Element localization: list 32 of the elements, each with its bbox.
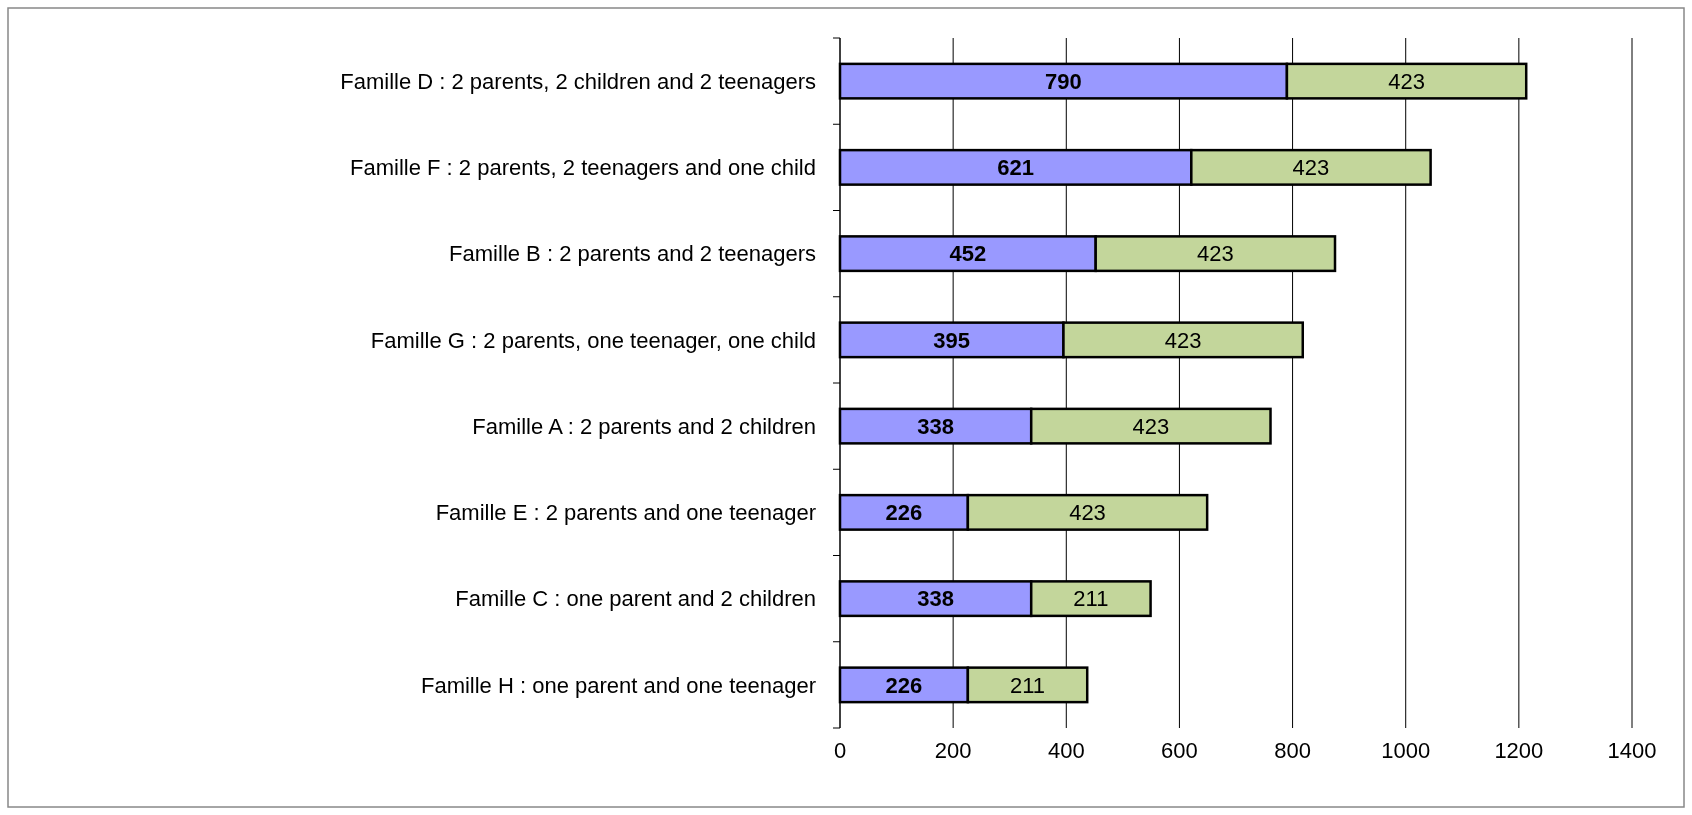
y-tick-label: Famille A : 2 parents and 2 children bbox=[472, 413, 816, 439]
data-label: 423 bbox=[1069, 500, 1106, 526]
data-label: 395 bbox=[933, 327, 971, 353]
data-label: 226 bbox=[885, 500, 923, 526]
x-tick-label: 1400 bbox=[1607, 738, 1657, 763]
data-label: 452 bbox=[949, 241, 987, 267]
x-tick-label: 1200 bbox=[1494, 738, 1544, 763]
y-tick-label: Famille F : 2 parents, 2 teenagers and one child bbox=[350, 155, 816, 181]
data-label: 226 bbox=[885, 672, 923, 698]
x-tick-label: 1000 bbox=[1381, 738, 1431, 763]
data-label: 790 bbox=[1045, 68, 1082, 94]
data-label: 423 bbox=[1388, 68, 1425, 94]
x-tick-label: 200 bbox=[934, 738, 972, 763]
data-label: 423 bbox=[1164, 327, 1202, 353]
x-tick-label: 0 bbox=[833, 738, 847, 763]
data-label: 423 bbox=[1132, 413, 1170, 439]
y-tick-label: Famille G : 2 parents, one teenager, one child bbox=[370, 327, 816, 353]
y-tick-label: Famille E : 2 parents and one teenager bbox=[435, 500, 816, 526]
y-tick-label: Famille D : 2 parents, 2 children and 2 teenagers bbox=[340, 68, 816, 94]
data-label: 423 bbox=[1196, 241, 1234, 267]
x-tick-label: 600 bbox=[1161, 738, 1198, 763]
data-label: 211 bbox=[1073, 586, 1109, 612]
data-label: 621 bbox=[997, 155, 1035, 181]
data-label: 211 bbox=[1010, 672, 1046, 698]
data-label: 338 bbox=[917, 586, 954, 612]
x-tick-label: 400 bbox=[1047, 738, 1085, 763]
data-label: 423 bbox=[1292, 155, 1330, 181]
data-label: 338 bbox=[917, 413, 954, 439]
x-tick-label: 800 bbox=[1274, 738, 1311, 763]
y-tick-label: Famille B : 2 parents and 2 teenagers bbox=[449, 241, 816, 267]
y-tick-label: Famille C : one parent and 2 children bbox=[455, 586, 816, 612]
y-tick-label: Famille H : one parent and one teenager bbox=[420, 672, 816, 698]
